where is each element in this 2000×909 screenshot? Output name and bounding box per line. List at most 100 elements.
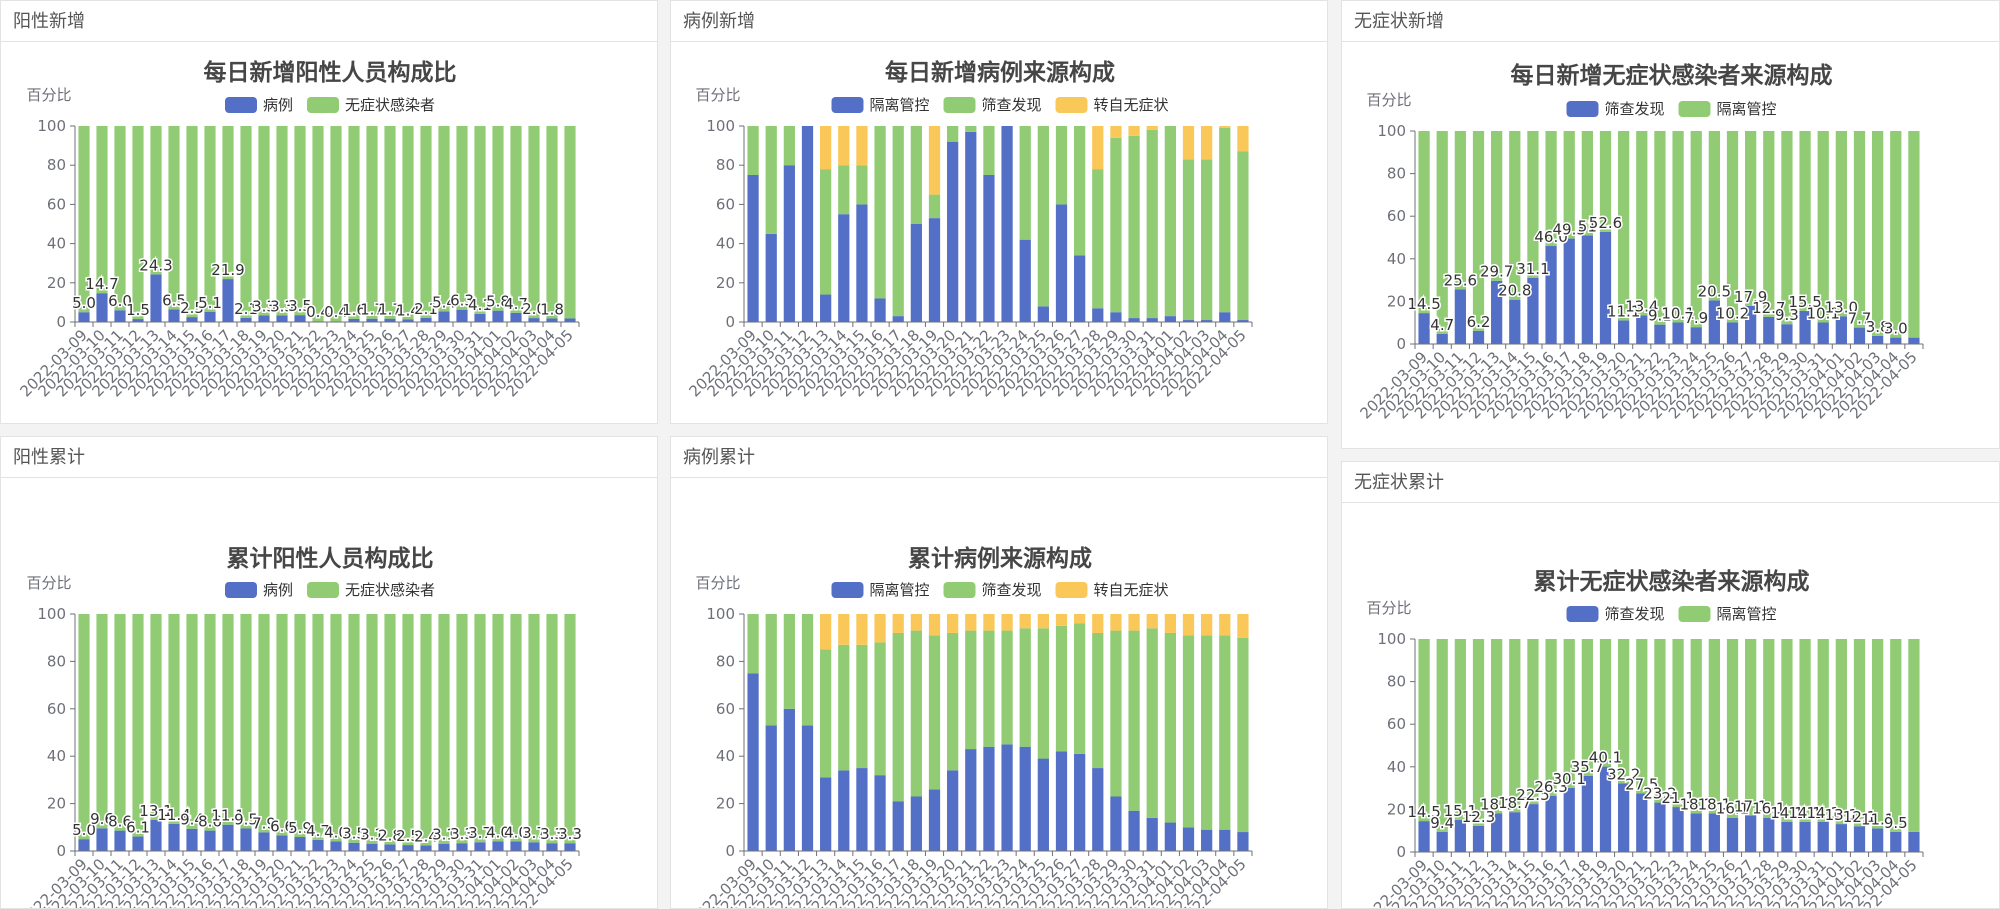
bar-segment[interactable] (1690, 639, 1702, 814)
bar-segment[interactable] (222, 279, 234, 322)
bar-segment[interactable] (258, 614, 270, 833)
legend-item[interactable]: 转自无症状 (1055, 581, 1169, 599)
bar-segment[interactable] (1164, 822, 1176, 851)
bar-segment[interactable] (1872, 828, 1884, 852)
bar-segment[interactable] (1835, 824, 1847, 852)
legend-item[interactable]: 无症状感染者 (307, 581, 435, 599)
bar-segment[interactable] (78, 126, 90, 313)
bar-segment[interactable] (1055, 204, 1068, 322)
bar-segment[interactable] (1636, 639, 1648, 794)
bar-segment[interactable] (1890, 131, 1902, 338)
bar-segment[interactable] (1654, 802, 1666, 852)
bar-segment[interactable] (1817, 639, 1829, 822)
bar-segment[interactable] (1545, 131, 1557, 247)
bar-segment[interactable] (1201, 614, 1213, 636)
bar-segment[interactable] (492, 614, 504, 842)
bar-segment[interactable] (564, 318, 576, 322)
bar-segment[interactable] (838, 770, 850, 851)
bar-segment[interactable] (1509, 639, 1521, 813)
bar-segment[interactable] (856, 768, 868, 851)
bar-segment[interactable] (1890, 639, 1902, 832)
bar-segment[interactable] (1146, 318, 1158, 322)
bar-segment[interactable] (1708, 300, 1720, 344)
bar-segment[interactable] (947, 614, 959, 633)
bar-segment[interactable] (510, 614, 522, 842)
bar-segment[interactable] (928, 194, 941, 219)
bar-segment[interactable] (1201, 635, 1213, 830)
bar-segment[interactable] (96, 614, 108, 829)
bar-segment[interactable] (186, 828, 198, 851)
bar-segment[interactable] (1092, 768, 1104, 851)
bar-segment[interactable] (1182, 320, 1195, 322)
bar-segment[interactable] (1436, 831, 1448, 852)
bar-segment[interactable] (1146, 817, 1158, 851)
bar-segment[interactable] (820, 169, 832, 295)
bar-segment[interactable] (1019, 126, 1031, 240)
bar-segment[interactable] (114, 310, 126, 322)
bar-segment[interactable] (1074, 614, 1086, 624)
bar-segment[interactable] (983, 630, 995, 747)
legend-item[interactable]: 筛查发现 (1566, 100, 1665, 118)
bar-segment[interactable] (983, 126, 995, 175)
bar-segment[interactable] (132, 126, 144, 320)
bar-segment[interactable] (838, 214, 850, 322)
bar-segment[interactable] (820, 777, 832, 851)
bar-segment[interactable] (348, 614, 360, 843)
bar-segment[interactable] (747, 126, 759, 175)
bar-segment[interactable] (1418, 313, 1430, 344)
bar-segment[interactable] (1726, 817, 1739, 852)
bar-segment[interactable] (456, 309, 468, 322)
bar-segment[interactable] (1527, 131, 1539, 278)
bar-segment[interactable] (856, 204, 868, 322)
bar-segment[interactable] (1654, 131, 1666, 325)
bar-segment[interactable] (1146, 129, 1158, 319)
bar-segment[interactable] (78, 839, 90, 851)
bar-segment[interactable] (983, 614, 995, 631)
bar-segment[interactable] (474, 126, 486, 314)
bar-segment[interactable] (510, 126, 522, 313)
bar-segment[interactable] (222, 824, 234, 851)
bar-segment[interactable] (1491, 131, 1503, 281)
bar-segment[interactable] (1763, 817, 1775, 852)
bar-segment[interactable] (965, 126, 977, 132)
bar-segment[interactable] (294, 126, 306, 316)
bar-segment[interactable] (294, 315, 306, 322)
bar-segment[interactable] (1019, 628, 1031, 747)
bar-segment[interactable] (114, 830, 126, 851)
bar-segment[interactable] (910, 796, 922, 851)
bar-segment[interactable] (564, 614, 576, 844)
bar-segment[interactable] (1563, 639, 1575, 788)
bar-segment[interactable] (474, 313, 486, 322)
bar-segment[interactable] (348, 842, 360, 851)
bar-segment[interactable] (1110, 137, 1122, 313)
bar-segment[interactable] (947, 141, 959, 322)
legend-item[interactable]: 隔离管控 (1678, 605, 1777, 623)
bar-segment[interactable] (947, 126, 959, 142)
bar-segment[interactable] (168, 823, 180, 851)
bar-segment[interactable] (1527, 277, 1539, 344)
bar-segment[interactable] (528, 614, 540, 843)
bar-segment[interactable] (1201, 320, 1213, 322)
bar-segment[interactable] (1237, 126, 1249, 152)
bar-segment[interactable] (438, 126, 450, 312)
bar-segment[interactable] (438, 311, 450, 322)
bar-segment[interactable] (402, 319, 414, 322)
bar-segment[interactable] (1690, 813, 1702, 852)
bar-segment[interactable] (1092, 632, 1104, 769)
bar-segment[interactable] (1219, 312, 1231, 322)
bar-segment[interactable] (1545, 246, 1557, 344)
bar-segment[interactable] (366, 126, 378, 319)
bar-segment[interactable] (1690, 327, 1702, 344)
bar-segment[interactable] (1001, 126, 1013, 322)
bar-segment[interactable] (510, 841, 522, 851)
bar-segment[interactable] (1636, 793, 1648, 852)
bar-segment[interactable] (820, 126, 832, 170)
bar-segment[interactable] (1237, 320, 1249, 322)
bar-segment[interactable] (1708, 813, 1720, 852)
bar-segment[interactable] (168, 126, 180, 310)
bar-segment[interactable] (1853, 327, 1866, 344)
bar-segment[interactable] (366, 614, 378, 844)
bar-segment[interactable] (1817, 131, 1829, 323)
bar-segment[interactable] (910, 630, 922, 797)
bar-segment[interactable] (1037, 126, 1049, 307)
